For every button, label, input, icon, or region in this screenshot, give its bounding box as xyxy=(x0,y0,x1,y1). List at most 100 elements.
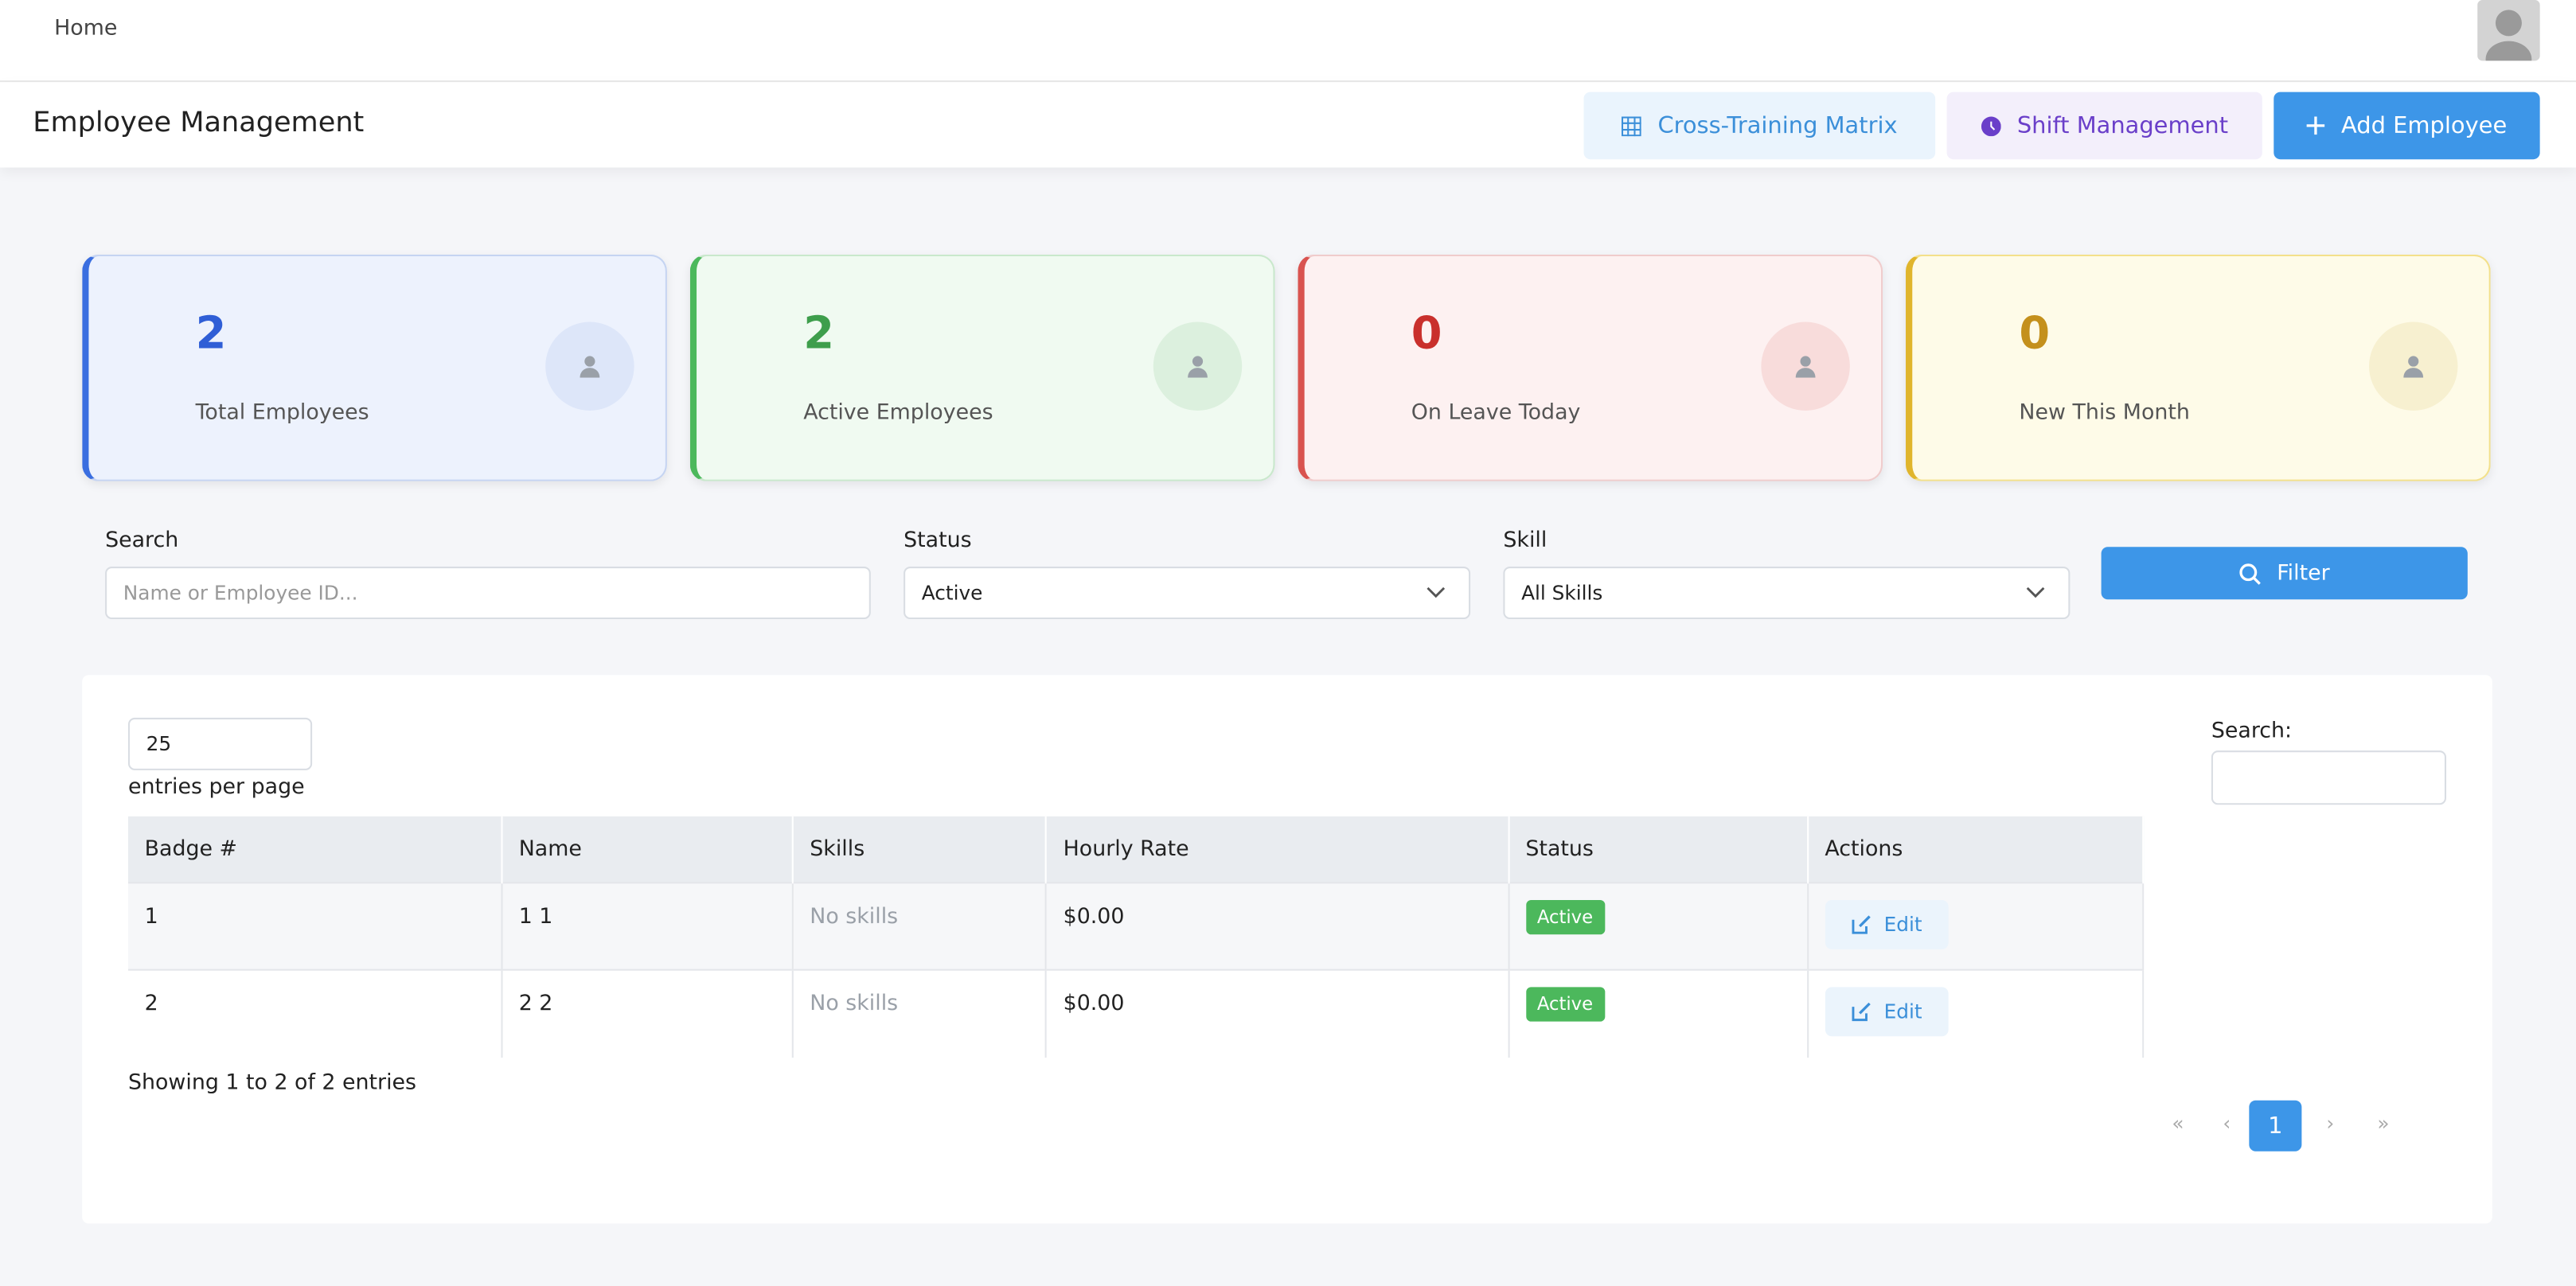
cell-text: No skills xyxy=(810,905,899,930)
table-cell: Active xyxy=(1508,968,1809,1058)
page-length-select[interactable]: 25 xyxy=(127,717,313,770)
table-row: 1 1 1 No skills $0.00 Active Edit xyxy=(127,882,2145,970)
icon-glyph xyxy=(1188,356,1208,378)
page-link[interactable]: 1 xyxy=(2249,1100,2302,1152)
status-badge: Active xyxy=(1525,899,1605,935)
stat-value: 2 xyxy=(195,308,227,360)
table-cell: Edit xyxy=(1807,968,2145,1058)
filter-label: Skill xyxy=(1503,528,1548,554)
page-header: Employee Management Cross-Training Matri… xyxy=(0,82,2576,168)
table-cell: 1 xyxy=(127,882,503,970)
table-info: Showing 1 to 2 of 2 entries xyxy=(127,1070,417,1096)
cell-text: $0.00 xyxy=(1063,992,1125,1017)
status-badge: Active xyxy=(1525,987,1605,1022)
table-cell: 2 2 xyxy=(502,968,794,1058)
page-link[interactable]: ‹ xyxy=(2223,1112,2231,1136)
icon-glyph xyxy=(580,356,600,378)
icon-glyph xyxy=(1795,356,1816,378)
avatar-icon xyxy=(2485,10,2532,61)
stat-label: Total Employees xyxy=(195,400,369,426)
column-header: Name xyxy=(502,816,794,883)
stat-card: 0 On Leave Today xyxy=(1298,254,1883,481)
page-title: Employee Management xyxy=(33,107,365,140)
page-link[interactable]: » xyxy=(2377,1112,2390,1136)
cell-text: 1 xyxy=(144,905,158,930)
filter-button[interactable]: Filter xyxy=(2101,547,2468,600)
top-nav: Home xyxy=(0,0,2576,83)
stat-label: On Leave Today xyxy=(1411,400,1581,426)
button-label: Add Employee xyxy=(2341,112,2508,139)
select-value: 25 xyxy=(146,732,172,756)
cell-text: $0.00 xyxy=(1063,905,1125,930)
cell-text: 1 1 xyxy=(518,905,553,930)
stat-icon xyxy=(1153,322,1243,411)
column-header: Skills xyxy=(792,816,1047,883)
stat-card: 2 Total Employees xyxy=(82,254,667,481)
table-cell: 1 1 xyxy=(502,882,794,970)
edit-button[interactable]: Edit xyxy=(1825,899,1949,949)
stat-label: New This Month xyxy=(2019,400,2190,426)
cross-training-button[interactable]: Cross-Training Matrix xyxy=(1583,92,1936,160)
grid-icon xyxy=(1622,115,1641,136)
table-cell: Edit xyxy=(1807,882,2145,970)
table-panel: 25 entries per page Search: Badge # Name S… xyxy=(82,675,2492,1224)
column-header: Badge # xyxy=(127,816,503,883)
column-header: Status xyxy=(1508,816,1809,883)
home-link[interactable]: Home xyxy=(54,16,118,41)
button-label: Cross-Training Matrix xyxy=(1657,112,1898,139)
stat-card: 0 New This Month xyxy=(1906,254,2491,481)
page-link[interactable]: « xyxy=(2172,1112,2184,1136)
select-value: All Skills xyxy=(1521,581,1603,605)
table-row: 2 2 2 No skills $0.00 Active Edit xyxy=(127,968,2145,1058)
stat-card: 2 Active Employees xyxy=(689,254,1275,481)
chevron xyxy=(1427,586,1446,598)
stat-value: 2 xyxy=(803,308,834,360)
filter-label: Status xyxy=(904,528,972,554)
button-label: Filter xyxy=(2277,560,2330,586)
employee-table: Badge # Name Skills Hourly Rate Status Action… xyxy=(127,816,2145,1058)
shift-management-button[interactable]: Shift Management xyxy=(1946,92,2262,160)
table-search-label: Search: xyxy=(2211,719,2293,744)
placeholder: Name or Employee ID... xyxy=(123,581,358,605)
search-input[interactable]: Name or Employee ID... xyxy=(105,567,871,620)
page-length-label: entries per page xyxy=(127,775,305,801)
column-header: Hourly Rate xyxy=(1045,816,1509,883)
stat-value: 0 xyxy=(2019,308,2051,360)
stat-icon xyxy=(2368,322,2458,411)
filter-label: Search xyxy=(105,528,179,554)
edit-icon xyxy=(1852,915,1871,934)
table-cell: Active xyxy=(1508,882,1809,970)
table-body: 1 1 1 No skills $0.00 Active Edit 2 2 2 No skill… xyxy=(127,882,2145,1058)
table-cell: No skills xyxy=(792,968,1047,1058)
edit-button[interactable]: Edit xyxy=(1825,987,1949,1037)
table-cell: $0.00 xyxy=(1045,968,1509,1058)
column-header: Actions xyxy=(1807,816,2145,883)
cell-text: No skills xyxy=(810,992,899,1017)
avatar[interactable] xyxy=(2477,0,2540,61)
table-cell: 2 xyxy=(127,968,503,1058)
stat-label: Active Employees xyxy=(803,400,993,426)
table-scroll: Badge # Name Skills Hourly Rate Status Action… xyxy=(127,816,2145,1059)
cell-text: 2 xyxy=(144,992,158,1017)
stat-icon xyxy=(545,322,634,411)
status-select[interactable]: Active xyxy=(904,567,1471,620)
header-row: Badge # Name Skills Hourly Rate Status Action… xyxy=(127,816,2145,883)
table-search-input[interactable] xyxy=(2211,750,2446,805)
edit-label: Edit xyxy=(1883,913,1922,937)
table-cell: No skills xyxy=(792,882,1047,970)
search-icon xyxy=(2239,563,2261,584)
icon-glyph xyxy=(2403,356,2424,378)
button-label: Shift Management xyxy=(2016,112,2229,139)
skill-select[interactable]: All Skills xyxy=(1503,567,2071,620)
plus-icon xyxy=(2306,116,2325,135)
clock-icon xyxy=(1981,115,2001,136)
stat-icon xyxy=(1761,322,1850,411)
add-employee-button[interactable]: Add Employee xyxy=(2274,92,2540,160)
page-link[interactable]: › xyxy=(2326,1112,2335,1136)
table-cell: $0.00 xyxy=(1045,882,1509,970)
stat-value: 0 xyxy=(1411,308,1442,360)
edit-label: Edit xyxy=(1883,1000,1922,1023)
